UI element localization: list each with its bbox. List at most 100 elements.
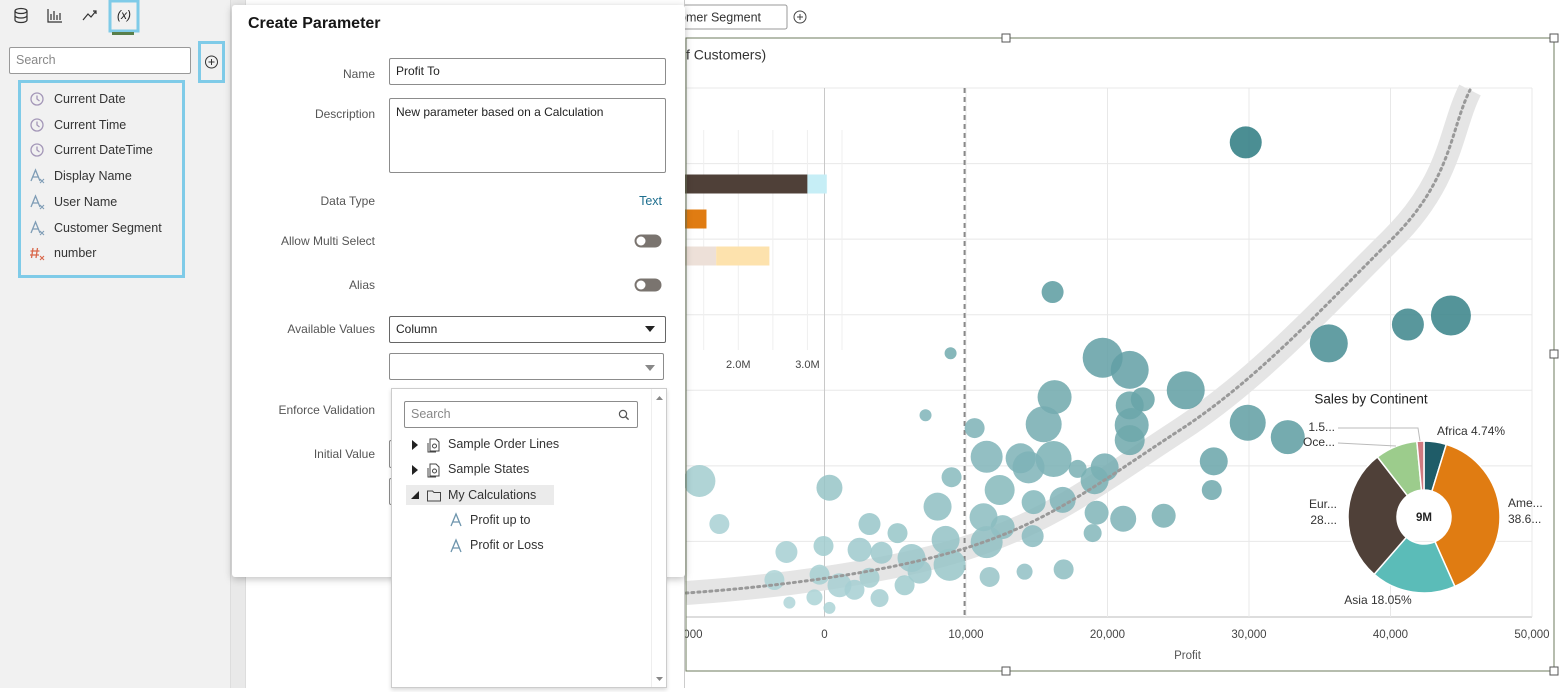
list-item[interactable]: User Name [29, 194, 117, 210]
available-values-select[interactable]: Column [389, 316, 666, 343]
toggle-knob [636, 280, 646, 290]
bubble [809, 564, 830, 585]
clock-hand [36, 95, 40, 102]
bubble [764, 569, 785, 590]
bubble [1012, 451, 1045, 484]
resize-handle[interactable] [1549, 666, 1559, 676]
bubble [709, 514, 730, 535]
chart-title: Sales by Continent [1314, 392, 1428, 407]
tree-label: Sample Order Lines [448, 437, 560, 451]
slice [1430, 443, 1501, 588]
field-label: Available Values [287, 322, 375, 336]
icon [412, 439, 418, 450]
scroll-arrows [656, 396, 663, 681]
item-label: Current Time [54, 117, 127, 132]
bubble [844, 579, 865, 600]
bubble [683, 464, 716, 497]
x-tick-label: 50,000 [1514, 629, 1549, 641]
clock-hand [36, 121, 40, 128]
list-item[interactable]: Customer Segment [29, 219, 162, 236]
clock-icon [30, 92, 44, 106]
calc-tab[interactable]: (x) [117, 8, 131, 22]
bubble [907, 559, 932, 584]
text-icon [30, 168, 41, 182]
list-item[interactable]: number [29, 245, 96, 261]
tree-node[interactable]: Profit or Loss [448, 535, 544, 556]
icon [30, 118, 44, 132]
list-item[interactable]: Display Name [29, 168, 132, 184]
search-icon [618, 409, 630, 421]
calc-mark [39, 230, 45, 235]
x-tick-label: 10,000 [948, 629, 983, 641]
resize-handle[interactable] [1001, 666, 1011, 676]
bubble [941, 467, 962, 488]
calc-mark [39, 255, 45, 261]
list-item[interactable]: Current Date [29, 91, 126, 107]
slice-label: Africa 4.74% [1437, 424, 1505, 438]
bar [716, 246, 770, 266]
slice-label: 38.6... [1508, 512, 1541, 526]
scrollbar[interactable] [651, 389, 667, 687]
item-list: Current Date Current Time Current DateTime… [18, 80, 185, 278]
plot: f Customers)-10,000010,00020,00030,00040… [600, 47, 1550, 662]
bubble [1053, 559, 1074, 580]
field-label: Allow Multi Select [280, 234, 375, 248]
tree-label: Profit up to [470, 512, 531, 527]
slice-label: 28.... [1310, 513, 1337, 527]
field-label: Initial Value [313, 447, 375, 461]
slice [1416, 440, 1425, 491]
column-select[interactable] [389, 353, 664, 380]
resize-handle[interactable] [1549, 33, 1559, 43]
add-tab[interactable] [793, 10, 807, 24]
slice-label: Ame... [1508, 496, 1543, 510]
list-item[interactable]: Current Time [29, 117, 126, 133]
select-arrow [645, 365, 655, 371]
tree-node[interactable]: Sample Order Lines [410, 434, 559, 455]
bubble [923, 492, 952, 521]
bar [807, 174, 827, 194]
icon [427, 490, 441, 502]
resize-handle[interactable] [1549, 349, 1559, 359]
selection-bg [406, 485, 554, 506]
data-icon[interactable] [14, 7, 28, 15]
item-label: number [54, 246, 97, 261]
bubble [870, 541, 893, 564]
x-tick-label: 2.0M [726, 359, 750, 371]
bubble [806, 589, 823, 606]
bubble [931, 525, 960, 554]
name-input[interactable]: Profit To [389, 58, 666, 85]
dataset-dot [432, 468, 437, 474]
bubble [1021, 490, 1046, 515]
toggle[interactable] [634, 234, 662, 253]
bubble [1110, 350, 1149, 389]
viz-icon[interactable] [47, 9, 62, 23]
icon [30, 168, 45, 184]
bubble [887, 523, 908, 544]
bubble [858, 513, 881, 536]
description-input[interactable]: New parameter based on a Calculation [389, 98, 666, 173]
tree-search[interactable]: Search [404, 401, 638, 428]
bubble [847, 537, 872, 562]
bubble [894, 575, 915, 596]
tree-node[interactable]: Profit up to [448, 510, 530, 531]
bubble [1025, 406, 1062, 443]
add-button-highlight[interactable] [198, 41, 225, 83]
tree-label: My Calculations [448, 487, 537, 502]
search-input[interactable]: Search [9, 47, 191, 74]
resize-handle[interactable] [1001, 33, 1011, 43]
bubble [1201, 480, 1222, 501]
bubble [969, 503, 998, 532]
data-type-value[interactable]: Text [639, 194, 662, 208]
bubble [933, 548, 966, 581]
x-tick-label: 30,000 [1231, 629, 1266, 641]
toggle[interactable] [634, 278, 662, 297]
slice-label: Oce... [1303, 435, 1335, 449]
tree-node[interactable]: Sample States [410, 459, 529, 480]
slice [1347, 455, 1409, 576]
list-item[interactable]: Current DateTime [29, 142, 153, 158]
bubble [870, 589, 889, 608]
bubble [1110, 505, 1137, 532]
analytics-icon[interactable] [82, 10, 97, 21]
tree-node[interactable]: My Calculations [410, 485, 536, 506]
